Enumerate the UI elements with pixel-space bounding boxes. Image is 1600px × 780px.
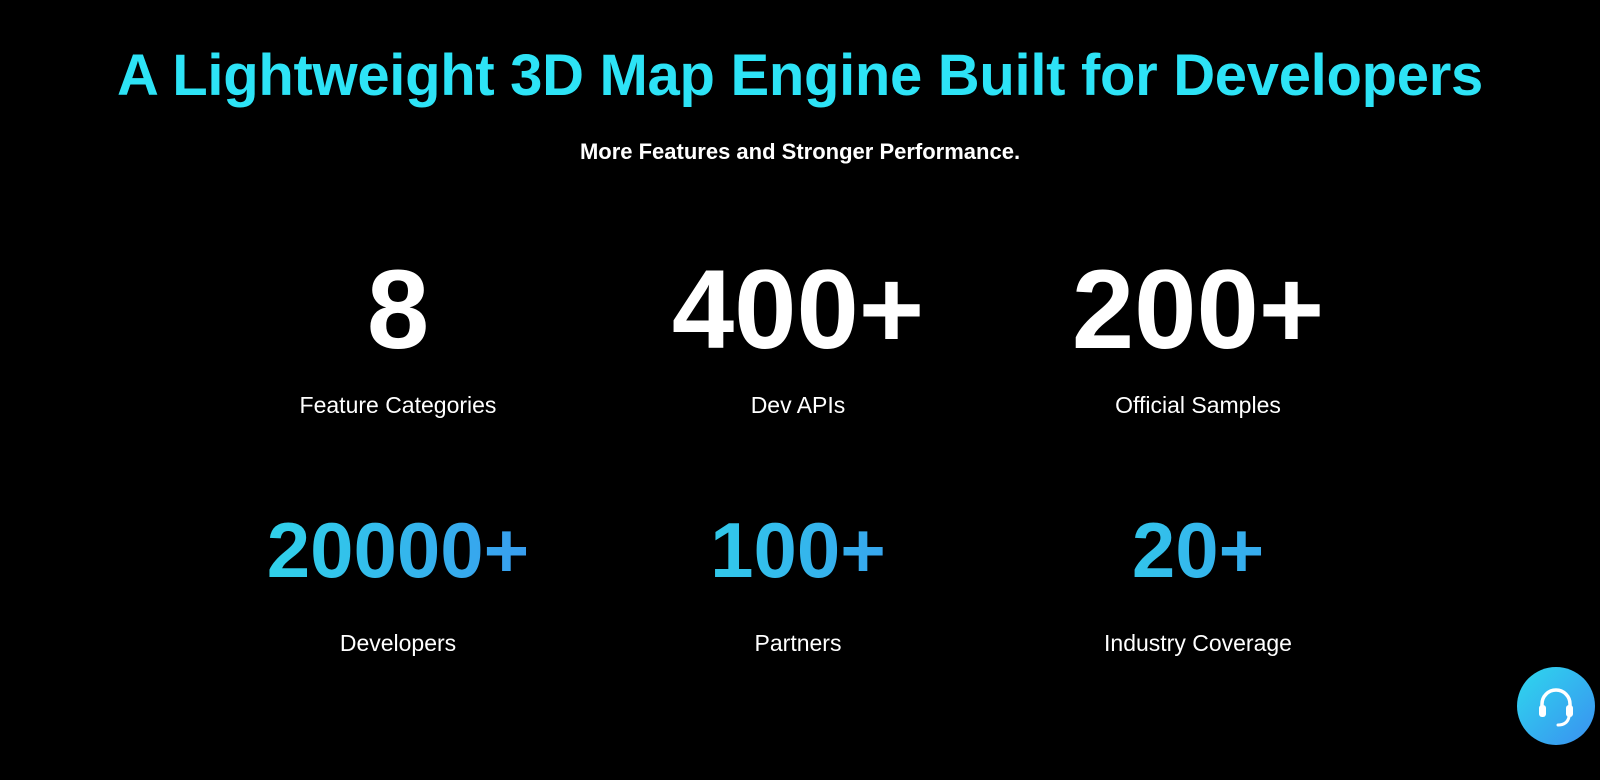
stat-item: 200+ Official Samples xyxy=(998,247,1398,419)
stat-value: 8 xyxy=(366,247,430,372)
stat-item: 8 Feature Categories xyxy=(198,247,598,419)
page-title: A Lightweight 3D Map Engine Built for De… xyxy=(117,43,1483,108)
stat-label: Dev APIs xyxy=(750,392,846,418)
stat-value: 100+ xyxy=(598,505,998,595)
page-subtitle: More Features and Stronger Performance. xyxy=(579,139,1021,164)
stat-value: 400+ xyxy=(671,247,925,372)
stat-label: Partners xyxy=(754,630,842,656)
stat-item: 20000+ Developers xyxy=(198,505,598,656)
stat-label: Feature Categories xyxy=(299,392,497,418)
support-button[interactable] xyxy=(1517,667,1595,745)
stat-item: 400+ Dev APIs xyxy=(598,247,998,419)
stat-value: 20+ xyxy=(998,505,1398,595)
stat-value: 20000+ xyxy=(198,505,598,595)
stat-label: Official Samples xyxy=(1115,392,1281,418)
stat-label: Industry Coverage xyxy=(1104,630,1292,656)
stat-item: 20+ Industry Coverage xyxy=(998,505,1398,656)
stat-label: Developers xyxy=(339,630,457,656)
stat-item: 100+ Partners xyxy=(598,505,998,656)
stat-value: 200+ xyxy=(1071,247,1325,372)
headset-icon xyxy=(1539,688,1573,727)
